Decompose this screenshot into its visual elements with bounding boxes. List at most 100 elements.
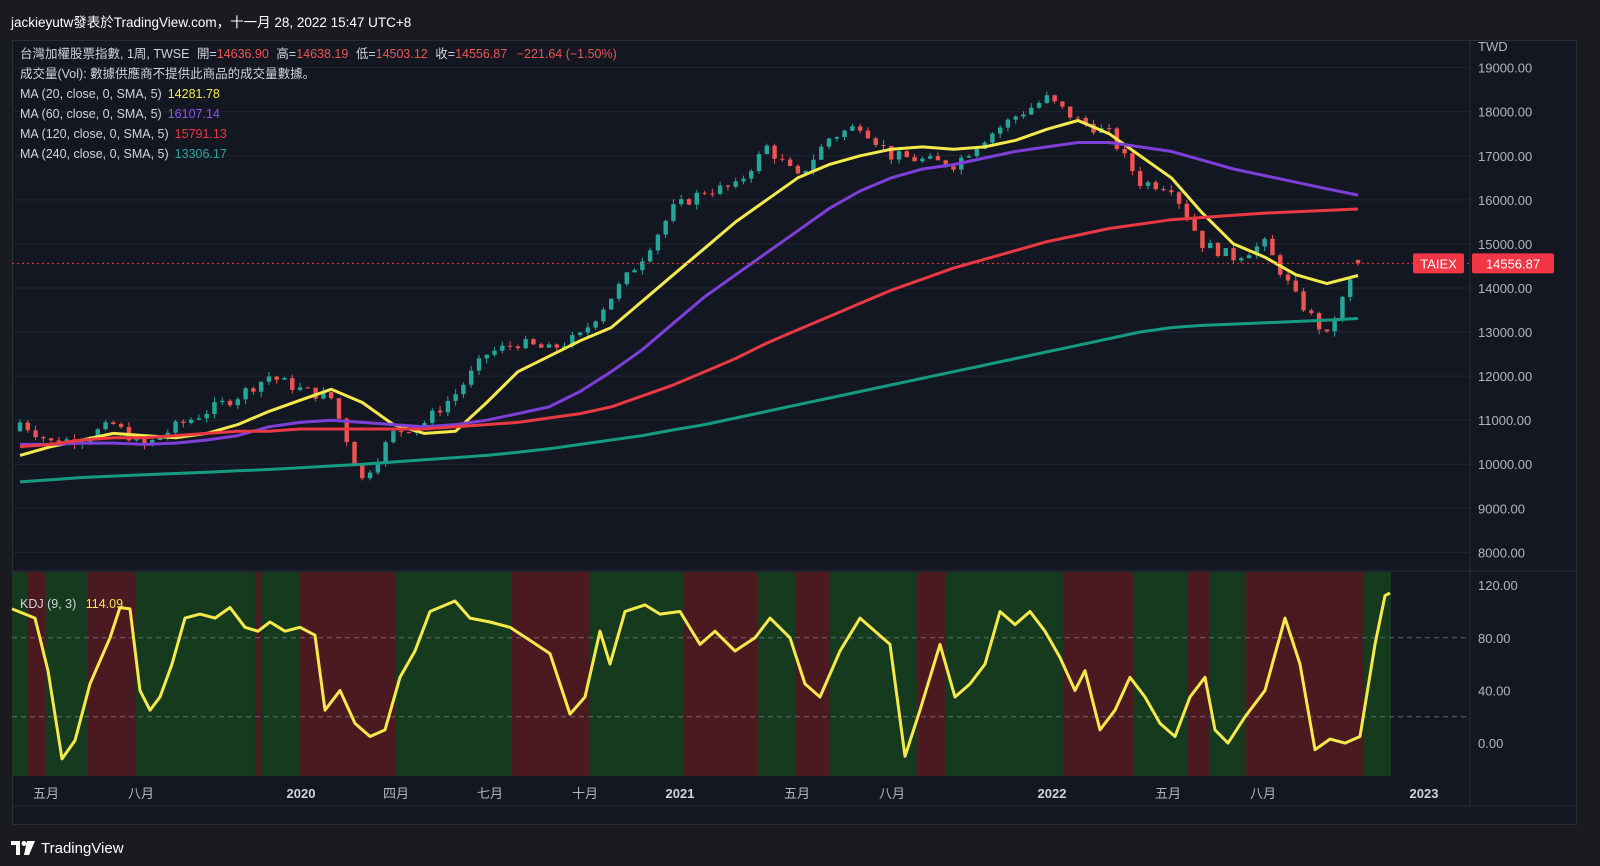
kdj-region bbox=[1210, 572, 1246, 776]
candle-body bbox=[375, 462, 381, 473]
candle-body bbox=[437, 410, 443, 413]
candle-body bbox=[227, 400, 233, 406]
time-tick-label: 八月 bbox=[128, 786, 154, 801]
candle-body bbox=[383, 442, 388, 463]
last-candle-body bbox=[1355, 259, 1361, 264]
candle-body bbox=[1013, 116, 1018, 120]
candle-body bbox=[686, 199, 692, 205]
candle-body bbox=[111, 422, 116, 425]
price-tick-label: 8000.00 bbox=[1478, 545, 1525, 560]
time-tick-label: 八月 bbox=[1250, 786, 1276, 801]
candle-body bbox=[616, 284, 622, 299]
grid-lines bbox=[12, 40, 1577, 807]
candle-body bbox=[531, 339, 536, 345]
candle-body bbox=[1223, 248, 1228, 257]
candle-body bbox=[1309, 310, 1314, 314]
kdj-region bbox=[135, 572, 168, 776]
candle-body bbox=[1200, 230, 1205, 249]
ma240-row[interactable]: MA (240, close, 0, SMA, 5) 13306.17 bbox=[20, 144, 617, 164]
candle-body bbox=[398, 430, 404, 433]
candle-body bbox=[336, 398, 342, 419]
candle-body bbox=[95, 429, 100, 439]
candle-body bbox=[881, 145, 886, 147]
kdj-region bbox=[512, 572, 590, 776]
kdj-tick-label: 120.00 bbox=[1478, 578, 1518, 593]
ma120-row[interactable]: MA (120, close, 0, SMA, 5) 15791.13 bbox=[20, 124, 617, 144]
kdj-background-regions bbox=[12, 572, 1391, 776]
candle-body bbox=[671, 204, 676, 221]
candle-body bbox=[694, 192, 699, 205]
candle-body bbox=[920, 158, 925, 162]
time-tick-label: 五月 bbox=[1155, 786, 1181, 801]
candle-body bbox=[1153, 182, 1158, 190]
candle-body bbox=[468, 370, 474, 385]
candle-body bbox=[1207, 242, 1213, 249]
candle-body bbox=[640, 261, 645, 271]
candle-body bbox=[873, 138, 878, 146]
candle-body bbox=[896, 151, 902, 160]
candle-body bbox=[445, 400, 451, 413]
candle-body bbox=[912, 157, 917, 162]
kdj-legend[interactable]: KDJ (9, 3) 114.09 bbox=[20, 597, 123, 611]
ma120-value: 15791.13 bbox=[174, 127, 227, 141]
candle-body bbox=[196, 418, 202, 420]
candle-body bbox=[321, 392, 326, 399]
axes: 19000.00 18000.00 17000.00 16000.00 15000.00… bbox=[12, 39, 1554, 801]
kdj-region bbox=[255, 572, 262, 776]
candle-body bbox=[367, 472, 373, 479]
candle-body bbox=[507, 345, 513, 347]
ma60-row[interactable]: MA (60, close, 0, SMA, 5) 16107.14 bbox=[20, 104, 617, 124]
candle-body bbox=[422, 423, 427, 428]
candle-body bbox=[48, 438, 54, 441]
candle-body bbox=[274, 376, 279, 380]
kdj-region bbox=[1246, 572, 1305, 776]
candle-body bbox=[647, 250, 653, 262]
candle-body bbox=[850, 126, 855, 131]
time-tick-label: 2022 bbox=[1038, 786, 1067, 801]
candle-body bbox=[570, 335, 575, 347]
candle-body bbox=[103, 422, 108, 430]
candle-body bbox=[842, 130, 847, 138]
kdj-region bbox=[1364, 572, 1391, 776]
price-tick-label: 19000.00 bbox=[1478, 61, 1532, 76]
candle-body bbox=[780, 158, 785, 160]
candle-body bbox=[290, 378, 295, 390]
price-tick-label: 9000.00 bbox=[1478, 501, 1525, 516]
candle-body bbox=[266, 376, 272, 382]
ma20-row[interactable]: MA (20, close, 0, SMA, 5) 14281.78 bbox=[20, 84, 617, 104]
candle-body bbox=[453, 394, 458, 401]
candle-body bbox=[118, 424, 124, 427]
candle-body bbox=[1083, 117, 1088, 124]
candle-body bbox=[585, 327, 591, 333]
candle-body bbox=[1192, 218, 1197, 231]
price-tick-label: 10000.00 bbox=[1478, 457, 1532, 472]
high-label: 高= bbox=[276, 47, 297, 61]
candle-body bbox=[476, 358, 482, 371]
candle-body bbox=[1067, 106, 1073, 118]
ma20-value: 14281.78 bbox=[167, 87, 220, 101]
ma240-line bbox=[19, 317, 1359, 484]
candle-body bbox=[935, 156, 941, 161]
price-tick-label: 15000.00 bbox=[1478, 237, 1532, 252]
kdj-line-group bbox=[11, 591, 1391, 761]
candle-body bbox=[990, 133, 995, 143]
price-tick-label: 16000.00 bbox=[1478, 193, 1532, 208]
candle-body bbox=[1231, 248, 1236, 261]
candle-body bbox=[826, 138, 832, 147]
candle-body bbox=[795, 165, 801, 174]
time-tick-label: 2020 bbox=[287, 786, 316, 801]
footer-brand[interactable]: TradingView bbox=[11, 836, 124, 860]
candle-body bbox=[554, 344, 559, 348]
time-tick-label: 七月 bbox=[477, 786, 503, 801]
candle-body bbox=[927, 156, 933, 159]
candle-body bbox=[593, 321, 598, 328]
candle-body bbox=[624, 272, 629, 285]
candle-body bbox=[1176, 192, 1182, 204]
candle-body bbox=[406, 432, 412, 434]
ma60-line bbox=[20, 141, 1359, 446]
candle-body bbox=[772, 145, 777, 159]
candle-body bbox=[834, 137, 840, 139]
candle-body bbox=[243, 388, 248, 400]
candle-body bbox=[1106, 128, 1112, 130]
